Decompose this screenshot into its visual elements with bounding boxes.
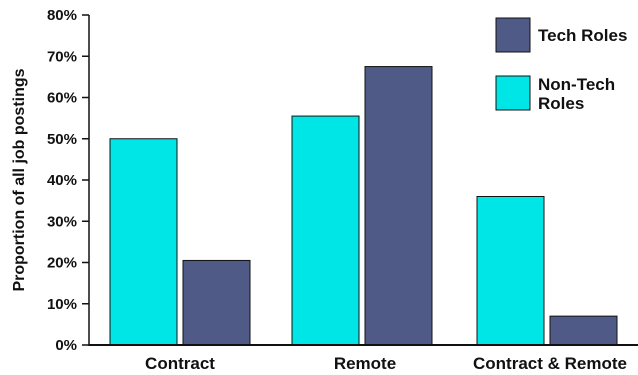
bars bbox=[109, 66, 618, 346]
bar-non-tech-3 bbox=[476, 196, 545, 346]
bar-non-tech-2 bbox=[291, 115, 360, 346]
y-tick-label: 70% bbox=[47, 48, 77, 65]
y-axis-title: Proportion of all job postings bbox=[11, 68, 28, 291]
y-tick-label: 50% bbox=[47, 131, 77, 148]
y-tick-label: 30% bbox=[47, 213, 77, 230]
axes bbox=[88, 15, 638, 346]
y-tick-label: 40% bbox=[47, 172, 77, 189]
x-category-label: Contract bbox=[145, 354, 215, 373]
y-tick-label: 10% bbox=[47, 296, 77, 313]
bar-tech-3 bbox=[549, 315, 618, 346]
legend-swatch bbox=[495, 75, 531, 111]
y-axis-ticks: 0% 10% 20% 30% 40% 50% 60% 70% 80% bbox=[47, 7, 89, 354]
y-tick-label: 60% bbox=[47, 90, 77, 107]
legend-label: Tech Roles bbox=[538, 26, 627, 45]
legend-swatch bbox=[495, 17, 531, 53]
legend-label: Non-Tech bbox=[538, 75, 615, 94]
bar-tech-2 bbox=[364, 66, 433, 346]
y-tick-label: 80% bbox=[47, 7, 77, 24]
x-category-label: Remote bbox=[334, 354, 396, 373]
legend-label: Roles bbox=[538, 94, 584, 113]
bar-non-tech-1 bbox=[109, 138, 178, 346]
y-tick-label: 0% bbox=[55, 337, 77, 354]
y-tick-label: 20% bbox=[47, 255, 77, 272]
x-category-label: Contract & Remote bbox=[473, 354, 627, 373]
category-labels: Contract Remote Contract & Remote bbox=[145, 354, 627, 373]
bar-tech-1 bbox=[182, 259, 251, 346]
